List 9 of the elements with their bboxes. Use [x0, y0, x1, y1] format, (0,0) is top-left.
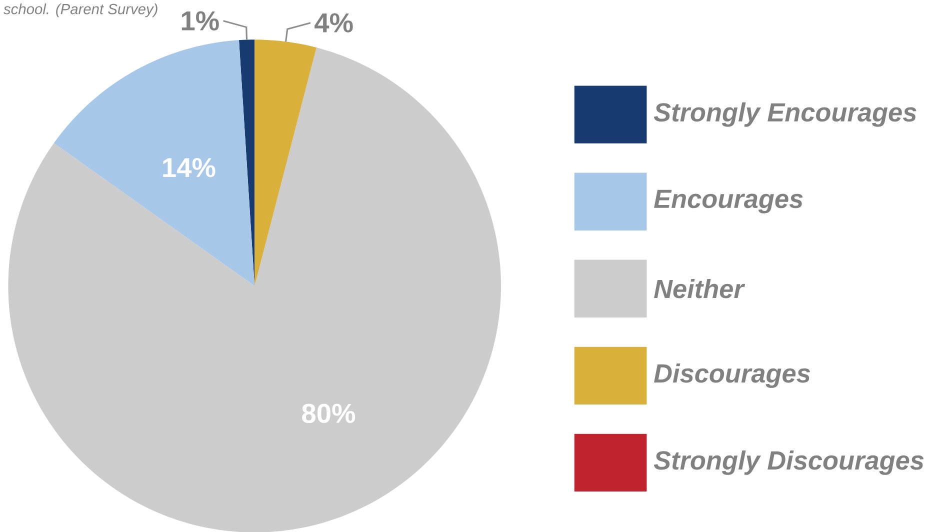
legend-label: Encourages — [654, 190, 803, 214]
legend-label: Discourages — [654, 363, 810, 388]
data-label: 4% — [314, 13, 353, 32]
data-label: 1% — [182, 11, 219, 30]
legend-label: Strongly Encourages — [654, 102, 916, 127]
legend-label: Strongly Discourages — [654, 450, 924, 475]
legend-label: Neither — [654, 278, 746, 298]
chart-subtitle: school. (Parent Survey) — [4, 3, 158, 17]
data-label: 14% — [163, 158, 216, 177]
